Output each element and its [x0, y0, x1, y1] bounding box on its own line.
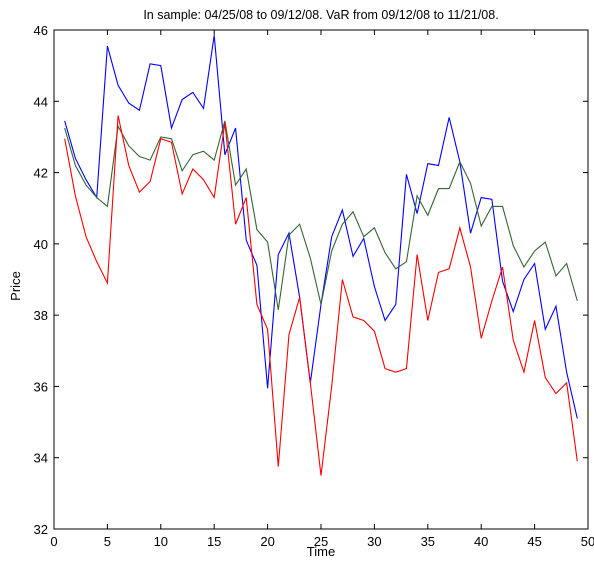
y-tick-label: 44: [34, 94, 48, 109]
axis-ticks: [53, 29, 589, 530]
y-tick-label: 46: [34, 23, 48, 38]
x-tick-label: 50: [581, 534, 594, 549]
series-line-2: [64, 120, 578, 310]
y-tick-label: 36: [34, 379, 48, 394]
x-tick-label: 40: [474, 534, 488, 549]
chart-title: In sample: 04/25/08 to 09/12/08. VaR fro…: [143, 8, 498, 22]
x-tick-label: 25: [314, 534, 328, 549]
tick-labels: 0 5 10 15 20 25 30 35 40 45 50 32 34 36 38 40 42 44 46: [34, 23, 594, 549]
y-axis-label: Price: [8, 271, 23, 301]
x-tick-label: 30: [367, 534, 381, 549]
plot-area: [53, 29, 589, 530]
x-axis-label: Time: [307, 544, 335, 559]
y-tick-label: 34: [34, 451, 48, 466]
x-tick-label: 15: [207, 534, 221, 549]
y-tick-label: 32: [34, 522, 48, 537]
x-tick-label: 35: [421, 534, 435, 549]
y-tick-label: 40: [34, 237, 48, 252]
y-tick-label: 38: [34, 308, 48, 323]
series-lines: [64, 35, 578, 476]
y-tick-label: 42: [34, 166, 48, 181]
plot-frame: [53, 29, 589, 530]
x-tick-label: 5: [104, 534, 111, 549]
series-line-3: [64, 115, 578, 476]
x-tick-label: 20: [260, 534, 274, 549]
x-tick-label: 0: [50, 534, 57, 549]
x-tick-label: 10: [154, 534, 168, 549]
x-tick-label: 45: [527, 534, 541, 549]
